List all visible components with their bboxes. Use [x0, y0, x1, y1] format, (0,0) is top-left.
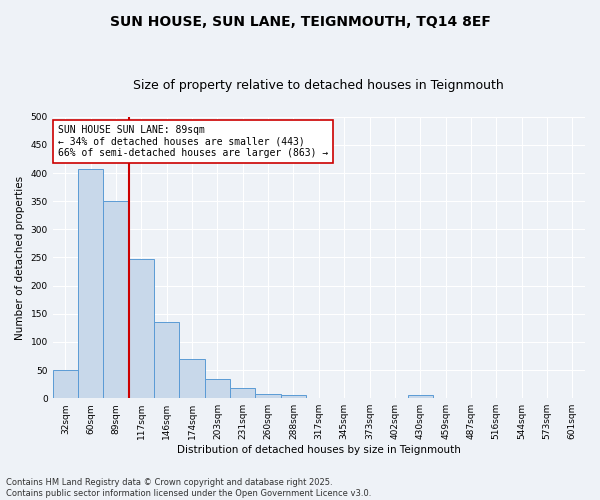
Bar: [205, 378, 230, 398]
Bar: [179, 359, 205, 398]
Title: Size of property relative to detached houses in Teignmouth: Size of property relative to detached ho…: [133, 79, 504, 92]
Bar: [129, 259, 154, 398]
X-axis label: Distribution of detached houses by size in Teignmouth: Distribution of detached houses by size …: [177, 445, 461, 455]
Bar: [256, 394, 281, 398]
Bar: [154, 322, 179, 398]
Bar: [53, 370, 78, 398]
Text: SUN HOUSE, SUN LANE, TEIGNMOUTH, TQ14 8EF: SUN HOUSE, SUN LANE, TEIGNMOUTH, TQ14 8E…: [110, 15, 490, 29]
Bar: [230, 388, 256, 398]
Y-axis label: Number of detached properties: Number of detached properties: [15, 176, 25, 340]
Bar: [407, 396, 433, 398]
Text: Contains HM Land Registry data © Crown copyright and database right 2025.
Contai: Contains HM Land Registry data © Crown c…: [6, 478, 371, 498]
Bar: [78, 169, 103, 398]
Text: SUN HOUSE SUN LANE: 89sqm
← 34% of detached houses are smaller (443)
66% of semi: SUN HOUSE SUN LANE: 89sqm ← 34% of detac…: [58, 125, 328, 158]
Bar: [103, 201, 129, 398]
Bar: [281, 396, 306, 398]
